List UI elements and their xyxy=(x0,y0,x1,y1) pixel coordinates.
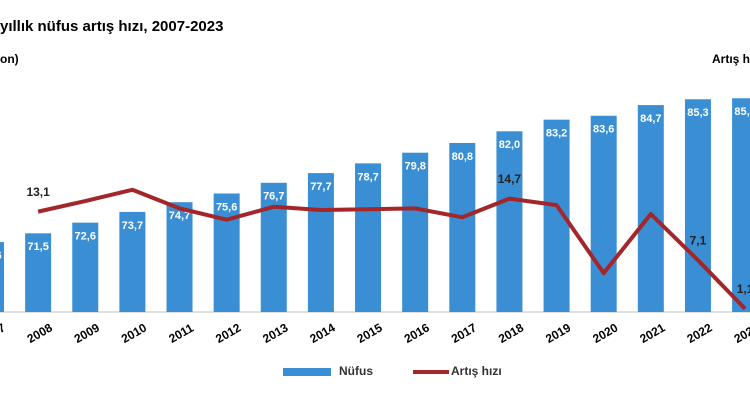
x-tick-label: 2008 xyxy=(25,320,55,346)
x-tick-label: 2020 xyxy=(590,320,620,346)
bar xyxy=(402,152,429,312)
line-value-label: 14,7 xyxy=(498,172,522,186)
x-tick-label: 2022 xyxy=(684,320,714,346)
line-value-label: 13,1 xyxy=(26,185,50,199)
bar-value-label: 82,0 xyxy=(499,139,520,151)
bar-value-label: 85,4 xyxy=(734,106,750,118)
bar-value-label: 73,7 xyxy=(122,220,143,232)
bar xyxy=(72,222,99,312)
x-tick-label: 2013 xyxy=(260,320,290,346)
legend-label: Nüfus xyxy=(339,364,373,378)
y2-axis-label: Artış h xyxy=(712,52,750,66)
bar xyxy=(684,99,711,312)
bar-value-label: 74,7 xyxy=(169,210,190,222)
bar xyxy=(260,182,287,312)
bar-value-label: 75,6 xyxy=(216,201,237,213)
line-value-label: 7,1 xyxy=(690,233,707,247)
legend-swatch xyxy=(283,368,331,376)
x-tick-label: 2017 xyxy=(449,320,479,346)
bar xyxy=(449,142,476,312)
bar xyxy=(496,131,523,312)
x-tick-label: 2007 xyxy=(0,320,8,346)
bar-value-label: 85,3 xyxy=(687,107,708,119)
bar xyxy=(355,163,382,312)
bar xyxy=(25,233,52,312)
bar-value-label: 84,7 xyxy=(640,113,661,125)
chart-title: yıllık nüfus artış hızı, 2007-2023 xyxy=(0,18,223,35)
bar-value-label: 79,8 xyxy=(404,161,425,173)
line-value-label: 1,1 xyxy=(737,282,750,296)
x-tick-label: 2016 xyxy=(402,320,432,346)
x-tick-label: 2012 xyxy=(213,320,243,346)
bar-value-label: 80,8 xyxy=(452,151,473,163)
bar-value-label: 71,5 xyxy=(27,241,48,253)
bar xyxy=(637,105,664,312)
x-tick-label: 2010 xyxy=(119,320,149,346)
line xyxy=(37,187,747,311)
bar-value-label: 83,6 xyxy=(593,124,614,136)
bar xyxy=(0,242,4,312)
bar xyxy=(307,173,334,312)
bar-value-label: 77,7 xyxy=(310,181,331,193)
bar-value-label: 78,7 xyxy=(357,171,378,183)
x-tick-label: 2023 xyxy=(732,320,750,346)
bar-value-label: 72,6 xyxy=(75,231,96,243)
y-axis-label: on) xyxy=(0,52,19,66)
bar xyxy=(590,115,617,313)
x-tick-label: 2021 xyxy=(637,320,667,346)
bar xyxy=(119,211,146,312)
bar xyxy=(213,193,240,312)
bar xyxy=(166,202,193,312)
x-tick-label: 2014 xyxy=(307,320,337,346)
bar-value-label: 76,7 xyxy=(263,191,284,203)
x-tick-label: 2009 xyxy=(72,320,102,346)
bar-value-label: 83,2 xyxy=(546,128,567,140)
legend-label: Artış hızı xyxy=(451,364,502,378)
x-tick-label: 2011 xyxy=(166,321,196,346)
bar xyxy=(732,98,750,313)
x-tick-label: 2018 xyxy=(496,320,526,346)
x-tick-label: 2019 xyxy=(543,320,573,346)
bar-value-label: 70,6 xyxy=(0,250,2,262)
x-tick-label: 2015 xyxy=(355,320,385,346)
